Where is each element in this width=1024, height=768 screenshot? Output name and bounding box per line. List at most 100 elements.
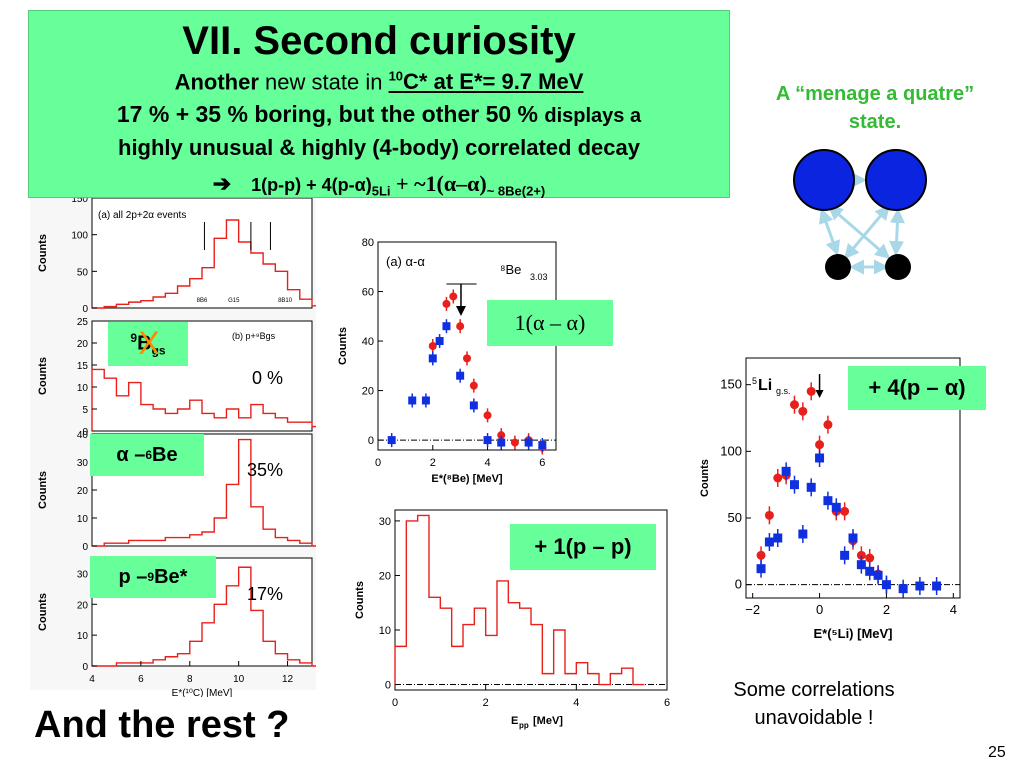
left-histogram-a: 0 50 100 150 Counts (a) all 2p+2α events 8B6 G1… — [37, 194, 316, 315]
subtitle: Another new state in 10C* at E*= 9.7 MeV — [174, 69, 584, 95]
proton-node-left — [825, 254, 851, 280]
data-point — [497, 438, 506, 447]
x-axis-label: E*(¹⁰C) [MeV] — [172, 688, 233, 697]
region-label: G15 — [228, 298, 240, 304]
y-tick-label: 30 — [77, 458, 89, 469]
y-tick-label: 100 — [720, 443, 742, 458]
proton-node-right — [885, 254, 911, 280]
data-point — [773, 533, 783, 543]
y-tick-label: 10 — [77, 514, 89, 525]
x-tick-label: 2 — [883, 602, 890, 617]
y-tick-label: 0 — [735, 577, 742, 592]
data-point — [865, 553, 875, 563]
alpha-node-left — [793, 149, 855, 211]
marker-label: Li — [758, 377, 772, 394]
y-tick-label: 40 — [362, 336, 374, 348]
y-tick-label: 150 — [720, 377, 742, 392]
histogram-line — [92, 219, 316, 309]
marker-arrowhead — [455, 306, 466, 316]
y-axis-label: Counts — [37, 593, 49, 631]
x-tick-label: 0 — [392, 697, 398, 709]
tag-p-9be: p – 9 Be* — [90, 556, 216, 598]
data-point — [781, 466, 791, 476]
y-tick-label: 50 — [77, 267, 89, 278]
x-tick-label: 4 — [573, 697, 579, 709]
y-tick-label: 60 — [362, 287, 374, 299]
histogram-line — [91, 368, 316, 431]
marker-sup: 5 — [752, 376, 757, 386]
y-axis-label: Counts — [699, 459, 711, 497]
data-point — [773, 473, 783, 483]
y-axis-label: Counts — [37, 471, 49, 509]
x-tick-label: 10 — [233, 674, 245, 685]
marker-arrowhead — [815, 390, 824, 398]
y-tick-label: 40 — [77, 430, 89, 441]
data-point — [798, 406, 808, 416]
menage-note: A “menage a quatre” state. — [775, 83, 975, 133]
data-point — [408, 396, 417, 405]
data-point — [456, 371, 465, 380]
y-tick-label: 20 — [379, 570, 391, 582]
data-point — [815, 453, 825, 463]
correlation-note: Some correlations unavoidable ! — [733, 679, 895, 729]
data-point — [435, 337, 444, 346]
y-tick-label: 50 — [728, 510, 742, 525]
link-cross-1 — [827, 205, 891, 259]
y-tick-label: 20 — [77, 486, 89, 497]
data-point — [806, 386, 816, 396]
link-right — [889, 208, 905, 256]
x-tick-label: 8 — [187, 674, 193, 685]
marker-label-sub: 3.03 — [530, 272, 548, 282]
y-tick-label: 20 — [362, 386, 374, 398]
y-tick-label: 100 — [71, 231, 88, 242]
tag-alpha-6be: α – 6 Be — [90, 434, 204, 476]
plot-frame — [377, 241, 557, 451]
data-point — [856, 550, 866, 560]
panel-label: (a) α-α — [386, 254, 425, 269]
data-point — [524, 438, 533, 447]
y-tick-label: 15 — [77, 361, 89, 372]
x-tick-label: 6 — [664, 697, 670, 709]
y-tick-label: 0 — [82, 662, 88, 673]
tag-9b-gs: 9Bgs X — [108, 322, 188, 366]
data-point — [510, 438, 519, 447]
histogram-line — [92, 438, 316, 547]
data-point — [469, 381, 478, 390]
x-axis-label-sub: pp — [519, 721, 529, 730]
y-tick-label: 10 — [77, 383, 89, 394]
data-point — [865, 566, 875, 576]
y-tick-label: 20 — [77, 339, 89, 350]
y-tick-label: 10 — [77, 631, 89, 642]
x-tick-label: 12 — [282, 674, 294, 685]
data-point — [823, 496, 833, 506]
data-point — [764, 537, 774, 547]
data-point — [442, 322, 451, 331]
decay-formula: ➔ 1(p-p) + 4(p-α)5Li + ~1(α–α)~ 8Be(2+) — [212, 171, 546, 199]
data-point — [806, 482, 816, 492]
y-tick-label: 20 — [77, 600, 89, 611]
x-axis-label-unit: [MeV] — [533, 715, 563, 727]
data-point — [469, 401, 478, 410]
data-point — [756, 550, 766, 560]
y-tick-label: 150 — [71, 194, 88, 205]
data-point — [421, 396, 430, 405]
y-tick-label: 25 — [77, 317, 89, 328]
histogram-line — [394, 514, 645, 686]
x-axis-label: E — [511, 715, 518, 727]
pct-9be: 17% — [247, 584, 284, 604]
data-point — [456, 322, 465, 331]
x-tick-label: 4 — [484, 457, 490, 469]
y-tick-label: 5 — [82, 405, 88, 416]
tag-1-p-p: + 1(p – p) — [510, 524, 656, 570]
x-tick-label: 4 — [89, 674, 95, 685]
region-label: 8B10 — [278, 298, 293, 304]
data-point — [798, 529, 808, 539]
fraction-line: 17 % + 35 % boring, but the other 50 % d… — [116, 101, 642, 127]
y-tick-label: 0 — [82, 542, 88, 552]
data-point — [815, 440, 825, 450]
y-axis-label: Counts — [354, 581, 366, 619]
marker-label: ⁸Be — [500, 262, 521, 277]
data-point — [483, 436, 492, 445]
data-point — [881, 580, 891, 590]
data-point — [442, 299, 451, 308]
